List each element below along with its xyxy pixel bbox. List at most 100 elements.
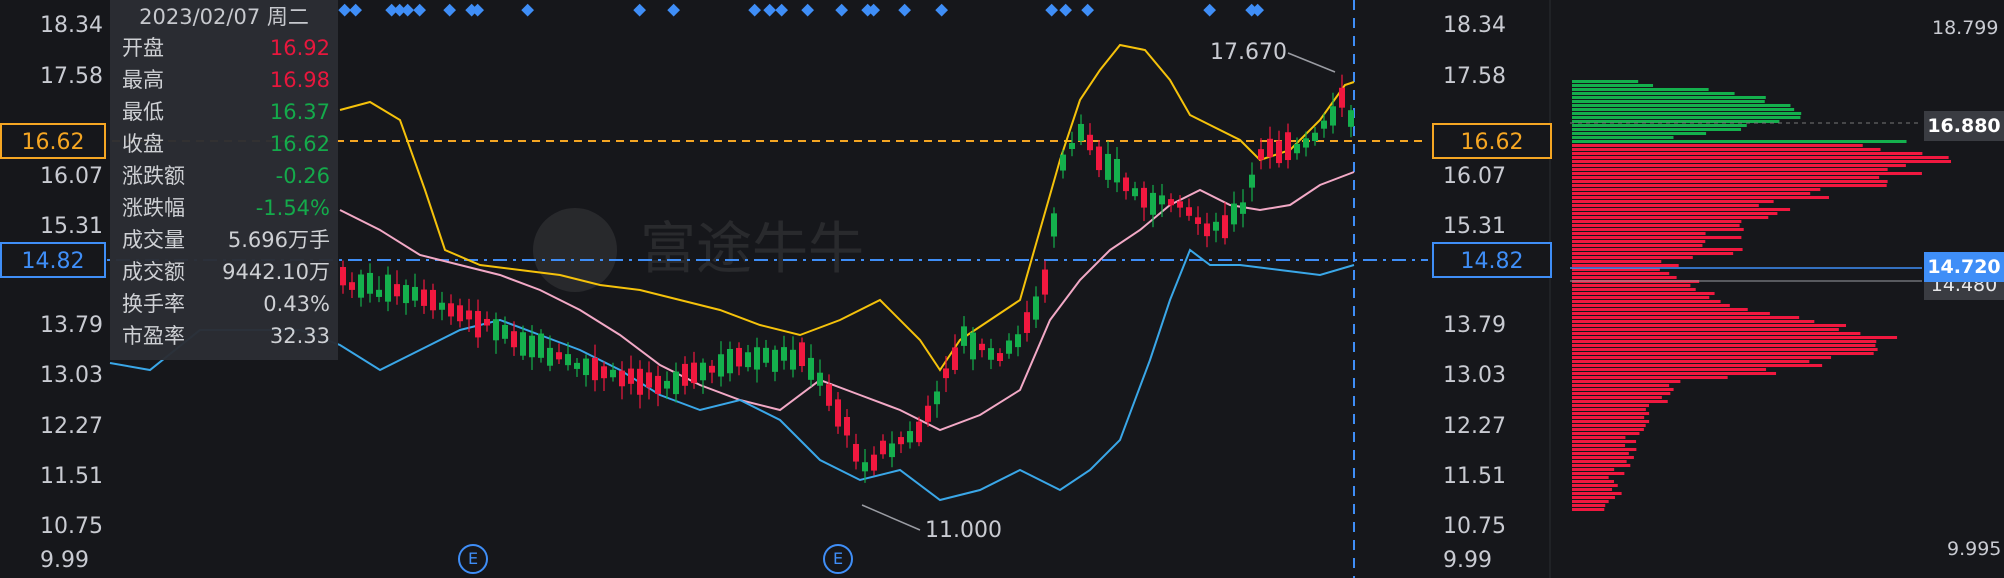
volume-profile-bar (1572, 380, 1681, 383)
vp-bottom-label: 9.995 (1947, 538, 2002, 560)
volume-profile-bar (1572, 88, 1709, 91)
axis-tick: 10.75 (40, 514, 103, 539)
candle-body (1123, 177, 1129, 192)
candle-body (610, 369, 616, 378)
tooltip-row: 最高 16.98 (110, 64, 338, 96)
ma-yellow-line (339, 43, 1355, 372)
candles-group (340, 74, 1354, 483)
candle-body (1321, 120, 1327, 129)
volume-profile-bar (1572, 456, 1634, 459)
volume-profile-bar (1572, 364, 1823, 367)
ma-blue-line (109, 248, 1355, 502)
candle-body (376, 289, 382, 297)
candle-body (655, 375, 661, 394)
candle-body (646, 372, 652, 388)
candle-body (1168, 199, 1174, 206)
volume-profile-bar (1572, 236, 1742, 239)
candle-body (628, 368, 634, 384)
candle-body (538, 333, 544, 358)
candle-body (844, 417, 850, 436)
candle-body (1096, 146, 1102, 171)
candle-body (529, 335, 535, 358)
candle-body (817, 372, 823, 386)
event-marker-2[interactable]: E (823, 544, 853, 574)
candle-body (1186, 207, 1192, 216)
volume-profile-bar (1572, 188, 1821, 191)
signal-dot (667, 3, 681, 17)
volume-profile-bar (1572, 480, 1614, 483)
low-annotation-leader (861, 504, 921, 531)
axis-tick: 13.79 (40, 313, 103, 338)
volume-profile-bar (1572, 336, 1898, 339)
candle-body (934, 391, 940, 405)
volume-profile-bar (1572, 460, 1627, 463)
volume-profile-bar (1572, 440, 1637, 443)
candle-body (583, 358, 589, 376)
volume-profile-bar (1572, 488, 1613, 491)
volume-profile-bar (1572, 368, 1767, 371)
tooltip-value: -0.26 (275, 164, 330, 188)
tooltip-key: 市盈率 (122, 324, 185, 348)
candle-body (997, 353, 1003, 362)
axis-tick: 12.27 (1443, 414, 1506, 439)
volume-profile-bar (1572, 104, 1791, 107)
volume-profile-bar (1572, 504, 1606, 507)
volume-profile-bar (1572, 356, 1832, 359)
candle-body (493, 319, 499, 341)
volume-profile-bar (1572, 252, 1734, 255)
candle-body (1222, 215, 1228, 239)
volume-profile-bar (1572, 308, 1748, 311)
axis-tick: 13.79 (1443, 313, 1506, 338)
right-last-price-tag: 16.62 (1432, 123, 1552, 159)
volume-profile-bar (1572, 184, 1887, 187)
volume-profile-bar (1572, 248, 1743, 251)
tooltip-row: 成交量 5.696万手 (110, 224, 338, 256)
signal-dot (1251, 3, 1265, 17)
vp-tag-blue: 14.720 (1924, 252, 2004, 282)
axis-tick: 13.03 (40, 363, 103, 388)
candle-body (448, 303, 454, 317)
event-marker-1[interactable]: E (458, 544, 488, 574)
volume-profile-bar (1572, 196, 1829, 199)
candle-body (1042, 269, 1048, 295)
watermark-logo: 富途牛牛 (533, 208, 864, 292)
high-price-annotation: 17.670 (1210, 40, 1287, 65)
candle-body (826, 384, 832, 406)
candle-body (862, 462, 868, 472)
axis-tick: 13.03 (1443, 363, 1506, 388)
volume-profile-bar (1572, 96, 1766, 99)
volume-profile-bar (1572, 372, 1777, 375)
volume-profile-bar (1572, 436, 1626, 439)
axis-tick: 9.99 (40, 548, 89, 573)
volume-profile-bar (1572, 276, 1677, 279)
signal-dot (633, 3, 647, 17)
signal-dot (801, 3, 815, 17)
candle-body (547, 347, 553, 366)
candle-body (1285, 132, 1291, 161)
candle-body (1195, 217, 1201, 224)
candle-body (340, 266, 346, 286)
volume-profile-bar (1572, 396, 1662, 399)
candle-body (1258, 149, 1264, 160)
volume-profile-bar (1572, 92, 1735, 95)
candle-body (970, 332, 976, 360)
candle-body (574, 362, 580, 369)
volume-profile-bar (1572, 404, 1649, 407)
tooltip-key: 最低 (122, 100, 164, 124)
volume-profile-bar (1572, 260, 1662, 263)
signal-dot (521, 3, 535, 17)
signal-dot (1203, 3, 1217, 17)
candle-body (592, 357, 598, 381)
candle-body (601, 366, 607, 379)
volume-profile-bar (1572, 332, 1861, 335)
candle-body (421, 289, 427, 306)
volume-profile-bar (1572, 452, 1629, 455)
candle-body (979, 343, 985, 351)
vp-tag-gray: 16.880 (1924, 111, 2004, 141)
tooltip-key: 换手率 (122, 292, 185, 316)
axis-tick: 12.27 (40, 414, 103, 439)
left-last-price-tag: 16.62 (0, 123, 106, 159)
candle-body (709, 365, 715, 373)
candle-body (1132, 188, 1138, 197)
